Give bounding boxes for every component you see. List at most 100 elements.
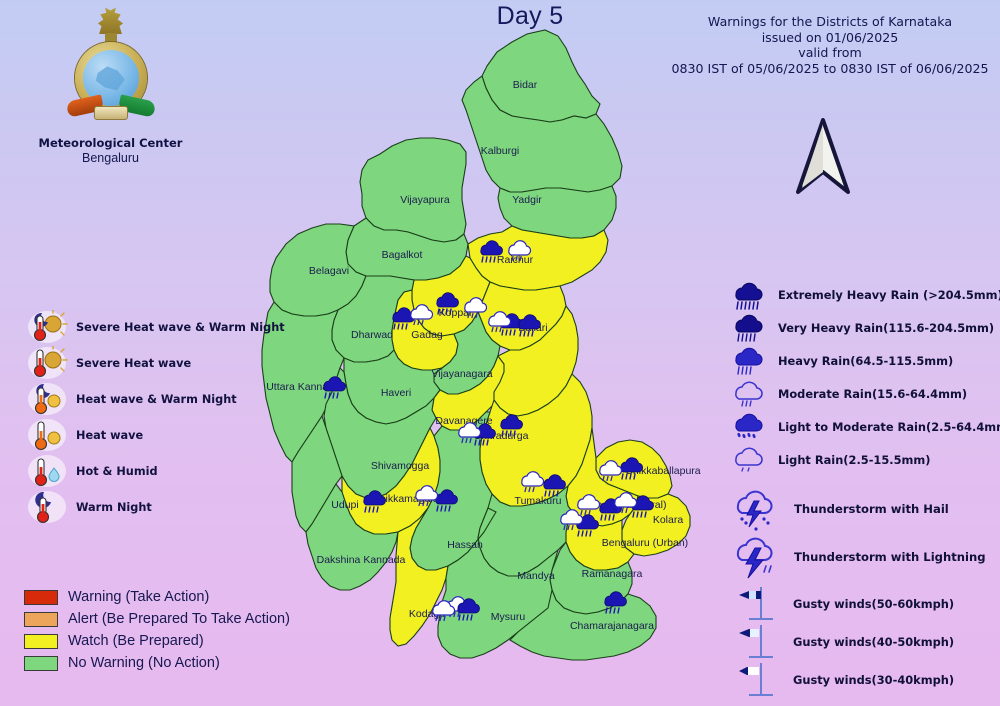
legend-label: Gusty winds(30-40kmph) [793,673,955,687]
light-rain-icon [730,445,774,475]
legend-label: Watch (Be Prepared) [68,633,204,649]
hot-humid-icon [28,454,70,488]
thunderstorm-legend: Thunderstorm with Hail Thunderstorm with… [730,485,998,581]
legend-item: Thunderstorm with Hail [730,485,998,533]
imd-logo-block: Meteorological Center Bengaluru [18,6,203,165]
legend-label: Heat wave [76,428,144,442]
emblem-scroll [93,106,128,120]
legend-label: Light Rain(2.5-15.5mm) [778,452,931,467]
legend-label: No Warning (No Action) [68,655,220,671]
heat-wave-icon [28,418,70,452]
legend-item: No Warning (No Action) [24,652,290,674]
district-label: Raichur [497,254,534,266]
legend-color-swatch [24,589,58,605]
legend-label: Thunderstorm with Lightning [794,550,986,564]
legend-item: Gusty winds(40-50kmph) [735,623,1000,661]
legend-label: Alert (Be Prepared To Take Action) [68,611,290,627]
issue-line-1: Warnings for the Districts of Karnataka [707,14,953,29]
legend-item: Heavy Rain(64.5-115.5mm) [730,344,998,377]
district-label: Kolara [653,514,684,526]
emblem-stem [104,33,117,43]
district-bidar[interactable] [481,29,601,123]
legend-item: Hot & Humid [28,454,288,488]
district-label-group: Bidar Kalburgi Vijayapura Yadgir Bagalkot Rai… [266,79,701,632]
issue-line-3: valid from [798,45,862,60]
legend-label: Moderate Rain(15.6-64.4mm) [778,386,968,401]
heat-wave-warm-night-icon [28,382,70,416]
page-title: Day 5 [496,2,564,30]
district-label: Tumakuru [515,495,562,507]
district-label: Mysuru [491,611,526,623]
district-label: Haveri [381,387,411,399]
legend-item: Moderate Rain(15.6-64.4mm) [730,377,998,410]
district-label: Mandya [517,570,555,582]
district-label: Belagavi [309,265,349,277]
legend-item: Light Rain(2.5-15.5mm) [730,443,998,476]
legend-label: Very Heavy Rain(115.6-204.5mm) [778,320,995,335]
legend-item: Warning (Take Action) [24,586,290,608]
legend-label: Hot & Humid [76,464,158,478]
district-label: Uttara Kannada [266,381,340,393]
extremely-heavy-rain-icon [730,280,774,310]
legend-item: Severe Heat wave & Warm Night [28,309,288,344]
legend-label: Gusty winds(50-60kmph) [793,597,955,611]
district-label: Dakshina Kannada [317,554,406,566]
legend-label: Severe Heat wave [76,356,192,370]
very-heavy-rain-icon [730,313,774,343]
district-label: Davanagere [435,415,492,427]
legend-item: Thunderstorm with Lightning [730,533,998,581]
district-label: Kalburgi [481,145,520,157]
legend-item: Very Heavy Rain(115.6-204.5mm) [730,311,998,344]
district-label: Bengaluru (Urban) [602,537,688,549]
issue-info-block: Warnings for the Districts of Karnataka … [660,14,1000,76]
legend-item: Alert (Be Prepared To Take Action) [24,608,290,630]
district-chamarajanagara[interactable] [509,588,657,661]
legend-color-swatch [24,655,58,671]
light-to-moderate-rain-icon [730,412,774,442]
district-label: Gadag [411,329,443,341]
legend-item: Warm Night [28,490,288,524]
legend-item: Heat wave & Warm Night [28,382,288,416]
district-label: Chamarajanagara [570,620,654,632]
issue-line-2: issued on 01/06/2025 [761,29,899,45]
legend-item: Extremely Heavy Rain (>204.5mm) [730,278,1000,311]
legend-item: Heat wave [28,418,288,452]
district-dakshina-kannada[interactable] [305,483,399,591]
legend-label: Extremely Heavy Rain (>204.5mm) [778,287,1000,302]
district-kodagu[interactable] [389,507,449,647]
legend-item: Gusty winds(30-40kmph) [735,661,1000,699]
gusty-wind-legend: Gusty winds(50-60kmph) Gusty winds(40-50… [735,585,1000,699]
legend-item: Watch (Be Prepared) [24,630,290,652]
legend-color-swatch [24,633,58,649]
legend-label: Light to Moderate Rain(2.5-64.4mm) [778,419,1000,434]
legend-label: Warm Night [76,500,152,514]
legend-label: Gusty winds(40-50kmph) [793,635,955,649]
legend-label: Severe Heat wave & Warm Night [76,320,285,334]
thunderstorm-with-lightning-icon [730,534,786,580]
district-label: Ramanagara [582,568,643,580]
district-label: Bidar [513,79,538,91]
severe-heat-wave-icon [28,345,70,380]
district-label: Udupi [331,499,358,511]
warning-level-legend: Warning (Take Action) Alert (Be Prepared … [24,586,290,674]
gusty-wind-30-40-icon [735,661,785,699]
rainfall-legend: Extremely Heavy Rain (>204.5mm) Very Hea… [730,278,1000,476]
organisation-city: Bengaluru [82,151,139,165]
organisation-name: Meteorological Center [38,136,183,150]
gusty-wind-50-60-icon [735,585,785,623]
district-label: Dharwad [351,329,393,341]
thunderstorm-with-hail-icon [730,486,786,532]
north-arrow-icon [795,118,851,198]
legend-item: Light to Moderate Rain(2.5-64.4mm) [730,410,1000,443]
legend-label: Heat wave & Warm Night [76,392,237,406]
legend-label: Thunderstorm with Hail [794,502,949,516]
gusty-wind-40-50-icon [735,623,785,661]
severe-heat-wave-warm-night-icon [28,309,70,344]
legend-label: Heavy Rain(64.5-115.5mm) [778,353,954,368]
legend-label: Warning (Take Action) [68,589,210,605]
imd-globe-logo-icon [61,6,161,134]
district-label: Vijayanagara [431,368,492,380]
district-mysuru[interactable] [437,507,560,659]
